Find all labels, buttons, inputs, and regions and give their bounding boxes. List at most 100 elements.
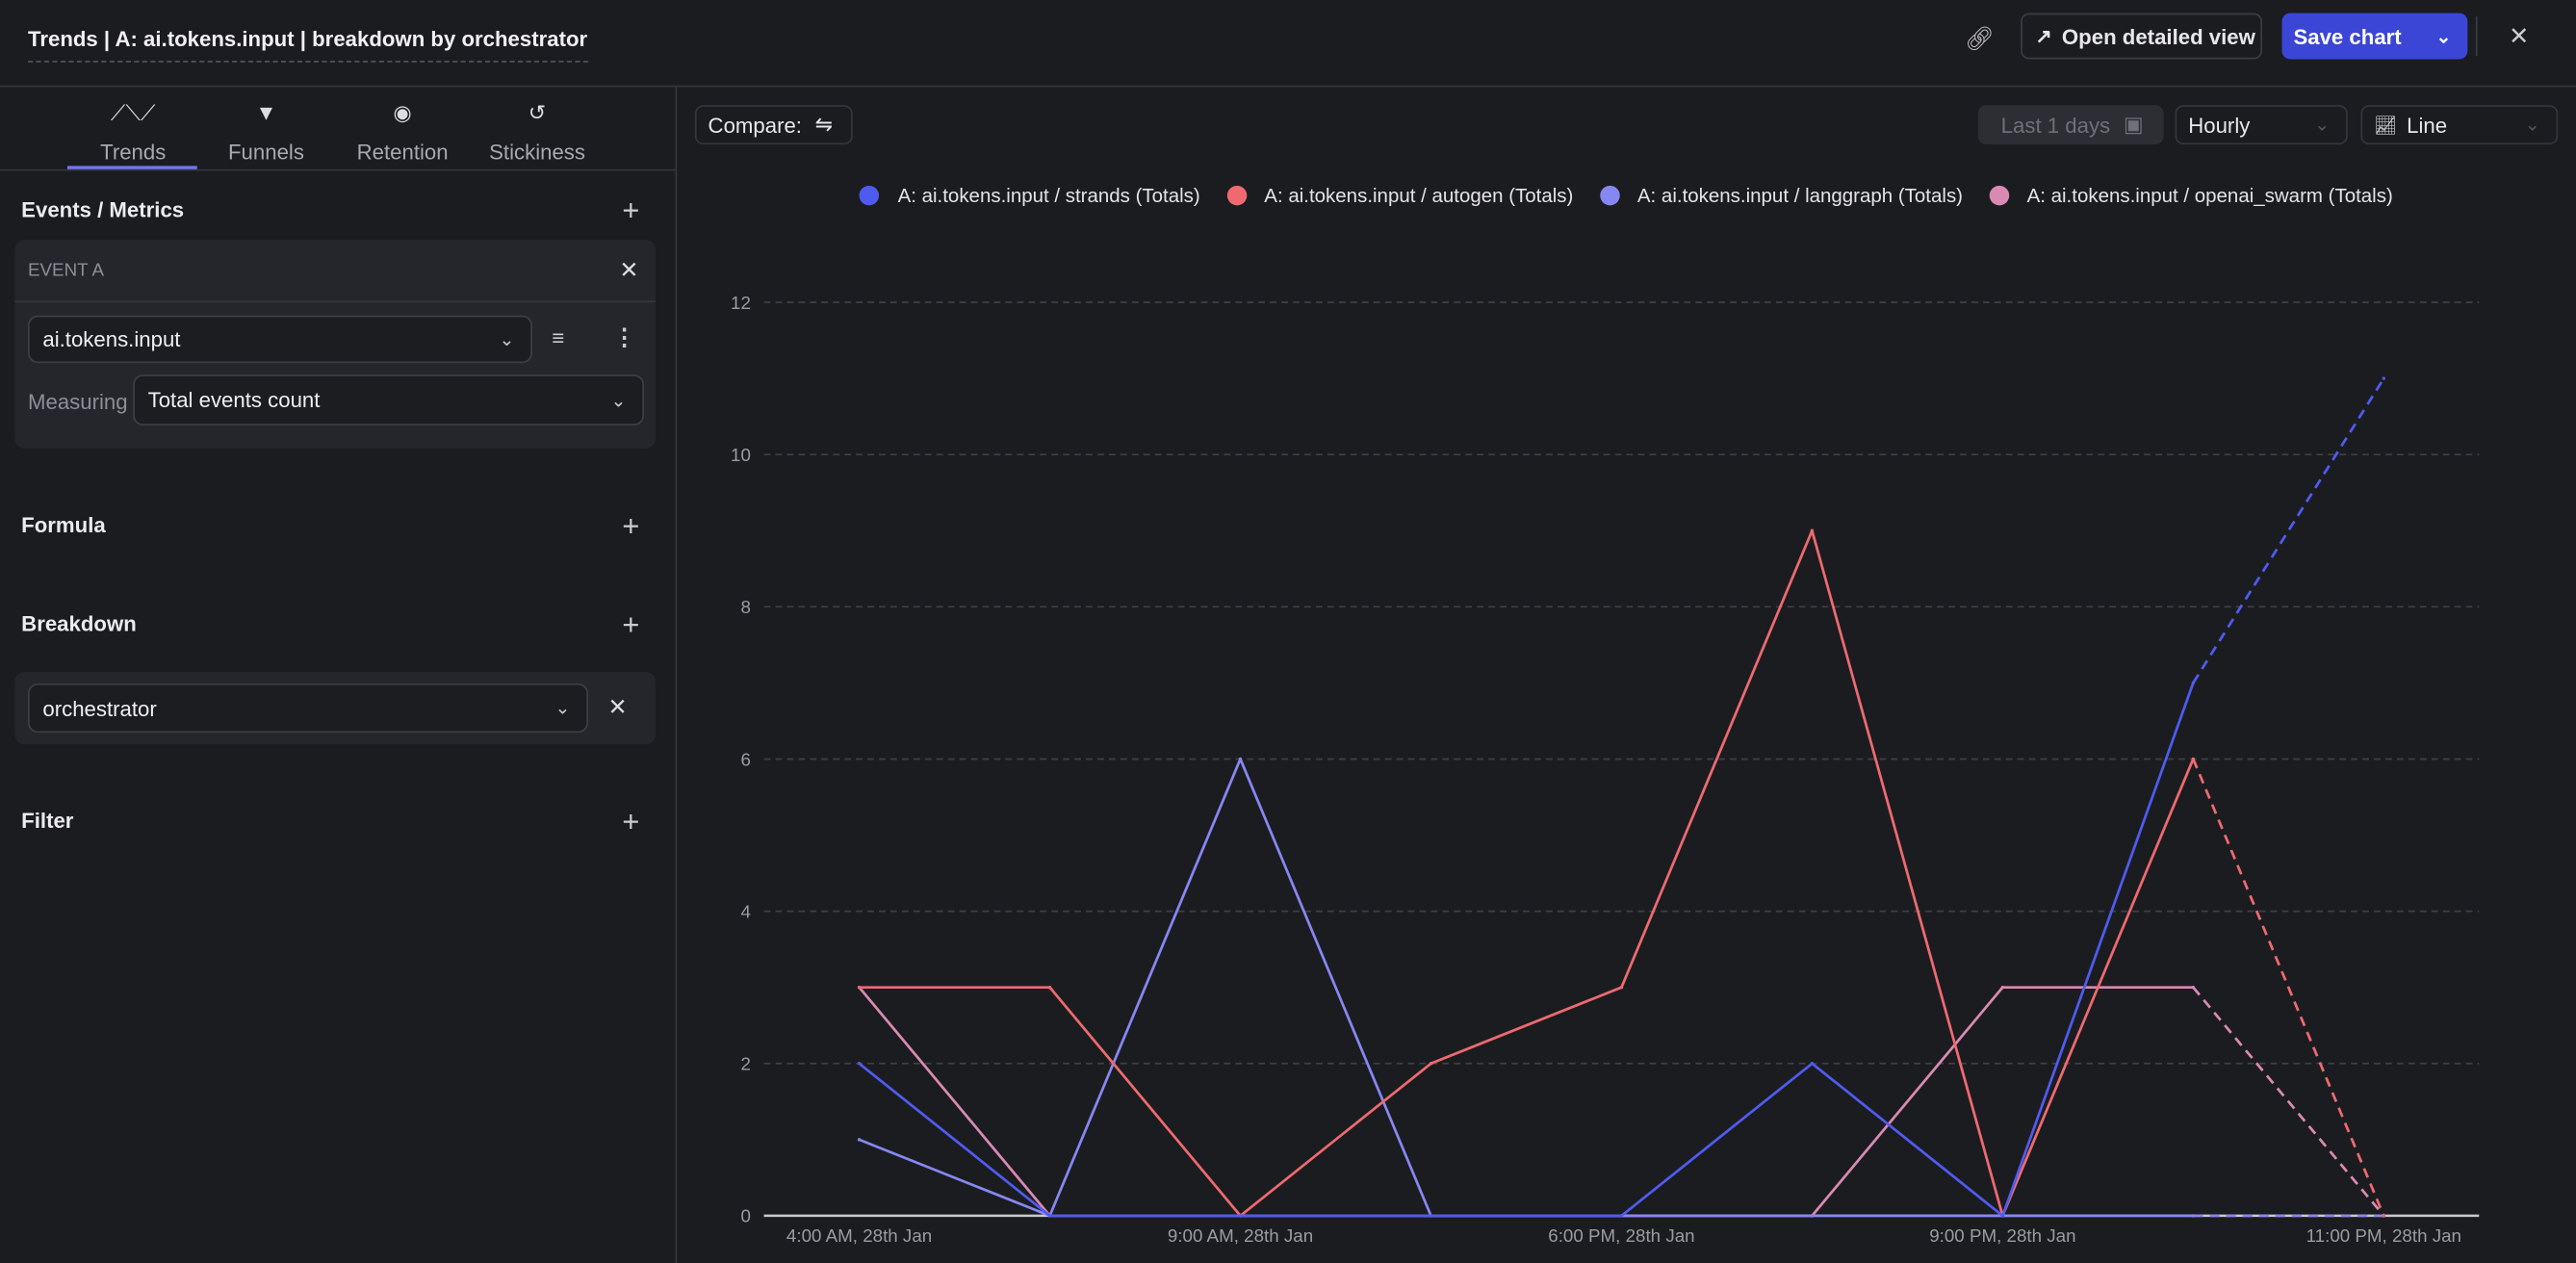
series-line — [858, 682, 2195, 1218]
data-point — [2000, 985, 2005, 990]
tab-label: Trends — [100, 140, 167, 165]
measuring-select[interactable]: Total events count ⌄ — [133, 374, 644, 426]
save-chart-label: Save chart — [2293, 23, 2402, 49]
event-select-value: ai.tokens.input — [42, 326, 181, 352]
x-tick-label: 9:00 AM, 28th Jan — [1168, 1225, 1313, 1246]
query-sidebar: ⟋⟍⟋ Trends ▼ Funnels ◉ Retention ↺ Stick… — [0, 87, 678, 1263]
more-icon[interactable]: ⋮ — [612, 323, 636, 350]
breakdown-card: orchestrator ⌄ ✕ — [14, 672, 656, 745]
data-point — [857, 1138, 862, 1142]
filter-icon[interactable]: ≡ — [552, 324, 565, 350]
y-tick-label: 6 — [740, 749, 750, 769]
calendar-icon: ▣ — [2123, 112, 2144, 137]
filter-heading: Filter — [21, 808, 74, 834]
y-tick-label: 8 — [740, 597, 750, 617]
interval-select[interactable]: Hourly ⌄ — [2175, 105, 2348, 145]
date-range-label: Last 1 days — [2000, 112, 2111, 138]
open-detailed-view-label: Open detailed view — [2061, 23, 2255, 49]
chart-type-select[interactable]: 📈︎ Line ⌄ — [2360, 105, 2559, 145]
event-card: EVENT A ✕ ai.tokens.input ⌄ ≡ ⋮ Measurin… — [14, 240, 656, 449]
data-point — [2000, 1214, 2005, 1218]
open-detailed-view-button[interactable]: ↗ Open detailed view — [2021, 13, 2263, 60]
data-point — [1429, 1062, 1433, 1066]
add-formula-icon[interactable]: + — [622, 509, 640, 543]
remove-event-icon[interactable]: ✕ — [619, 256, 639, 283]
chevron-down-icon: ⌄ — [610, 391, 627, 411]
retention-icon: ◉ — [393, 100, 412, 125]
data-point — [1047, 1214, 1052, 1218]
series-forecast-segment — [2192, 986, 2385, 1217]
data-point — [1429, 1214, 1433, 1218]
legend-swatch — [1226, 185, 1247, 206]
data-point — [1619, 1214, 1624, 1218]
series-forecast-segment — [2192, 758, 2385, 1217]
data-point — [1238, 1214, 1243, 1218]
x-tick-label: 11:00 PM, 28th Jan — [2306, 1225, 2461, 1246]
data-point — [1619, 985, 1624, 990]
funnel-icon: ▼ — [255, 100, 277, 125]
tab-label: Funnels — [228, 140, 304, 165]
event-select[interactable]: ai.tokens.input ⌄ — [28, 315, 532, 364]
chevron-down-icon: ⌄ — [554, 699, 571, 719]
legend-swatch — [1989, 185, 2009, 206]
data-point — [2382, 376, 2386, 380]
y-tick-label: 10 — [731, 445, 751, 465]
external-link-icon: ↗ — [2035, 24, 2052, 48]
divider — [14, 300, 656, 303]
swap-icon: ⇋ — [814, 112, 834, 137]
measuring-select-value: Total events count — [147, 387, 321, 413]
chevron-down-icon: ⌄ — [2524, 116, 2540, 136]
tab-label: Stickiness — [489, 140, 586, 165]
breakdown-heading: Breakdown — [21, 610, 137, 636]
trends-icon: ⟋⟍⟋ — [110, 100, 156, 125]
legend-item[interactable]: A: ai.tokens.input / strands (Totals) — [860, 184, 1200, 207]
add-event-icon[interactable]: + — [622, 193, 640, 227]
add-filter-icon[interactable]: + — [622, 805, 640, 838]
add-breakdown-icon[interactable]: + — [622, 607, 640, 641]
legend-label: A: ai.tokens.input / openai_swarm (Total… — [2026, 184, 2393, 208]
legend-swatch — [1599, 185, 1620, 206]
active-tab-indicator — [66, 166, 197, 169]
data-point — [1238, 757, 1243, 761]
legend-item[interactable]: A: ai.tokens.input / openai_swarm (Total… — [1989, 184, 2393, 208]
legend-label: A: ai.tokens.input / autogen (Totals) — [1264, 184, 1574, 208]
series-line — [859, 758, 2194, 1218]
formula-heading: Formula — [21, 512, 106, 538]
tab-label: Retention — [356, 140, 449, 165]
x-tick-label: 6:00 PM, 28th Jan — [1548, 1225, 1694, 1246]
series-forecast-segment — [2192, 377, 2385, 684]
chart-legend: A: ai.tokens.input / strands (Totals) A:… — [677, 184, 2576, 207]
y-tick-label: 4 — [740, 901, 750, 921]
save-chart-button[interactable]: Save chart ⌄ — [2281, 13, 2468, 60]
tab-funnels[interactable]: ▼ Funnels — [200, 87, 332, 168]
data-point — [857, 1062, 862, 1066]
data-point — [1810, 1062, 1815, 1066]
breakdown-select[interactable]: orchestrator ⌄ — [28, 683, 588, 734]
y-tick-label: 2 — [740, 1054, 750, 1074]
event-label: EVENT A — [28, 261, 104, 281]
data-point — [2191, 681, 2196, 685]
data-point — [1047, 985, 1052, 990]
data-point — [1810, 528, 1815, 532]
compare-label: Compare: — [708, 112, 802, 138]
stickiness-icon: ↺ — [528, 100, 547, 125]
tab-retention[interactable]: ◉ Retention — [337, 87, 469, 168]
legend-item[interactable]: A: ai.tokens.input / langgraph (Totals) — [1599, 184, 1964, 208]
tab-stickiness[interactable]: ↺ Stickiness — [472, 87, 604, 168]
chevron-down-icon[interactable]: ⌄ — [2435, 27, 2452, 47]
legend-label: A: ai.tokens.input / langgraph (Totals) — [1636, 184, 1964, 208]
compare-button[interactable]: Compare: ⇋ — [694, 105, 853, 145]
close-icon[interactable]: ✕ — [2509, 22, 2530, 51]
chart-title[interactable]: Trends | A: ai.tokens.input | breakdown … — [28, 26, 588, 63]
tab-trends[interactable]: ⟋⟍⟋ Trends — [66, 87, 199, 169]
chart-type-value: Line — [2407, 112, 2448, 138]
link-icon[interactable]: 🔗︎ — [1965, 24, 1995, 51]
measuring-label: Measuring — [28, 389, 128, 415]
legend-item[interactable]: A: ai.tokens.input / autogen (Totals) — [1226, 184, 1573, 207]
data-point — [857, 985, 862, 990]
date-range-button: Last 1 days ▣ — [1977, 105, 2164, 145]
series-line — [859, 528, 2195, 1218]
remove-breakdown-icon[interactable]: ✕ — [607, 693, 628, 720]
